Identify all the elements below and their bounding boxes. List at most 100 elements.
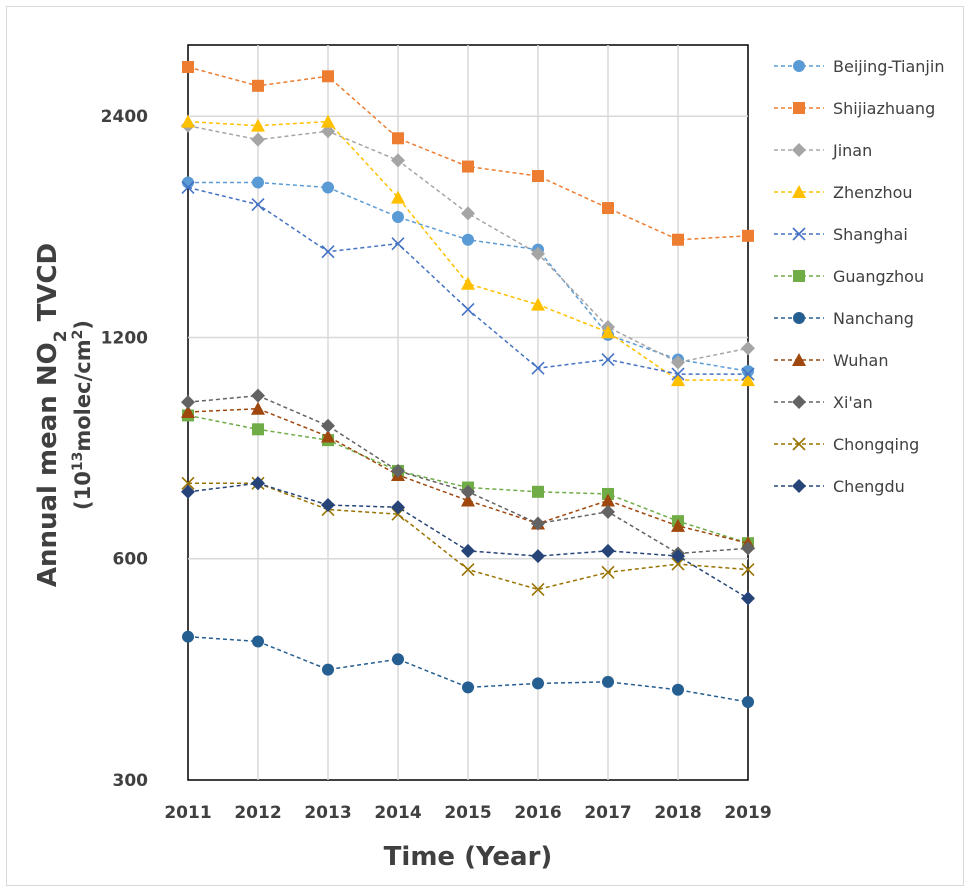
data-point-jinan-2019	[741, 341, 755, 356]
data-point-chengdu-2011	[181, 484, 195, 499]
legend-item-xi-an: Xi'an	[774, 393, 873, 412]
data-point-xi-an-2012	[251, 388, 265, 403]
data-point-zhenzhou-2014	[391, 190, 405, 204]
data-point-shanghai-2016-stroke-b	[531, 361, 545, 375]
data-point-chongqing-2019-stroke-b	[741, 562, 755, 577]
data-point-shanghai-2018	[671, 367, 685, 381]
legend-item-nanchang: Nanchang	[774, 309, 914, 328]
legend-item-shanghai: Shanghai	[774, 225, 908, 244]
legend-item-shijiazhuang: Shijiazhuang	[774, 99, 935, 118]
data-point-chengdu-2015	[461, 543, 475, 558]
data-point-jinan-2012	[251, 132, 265, 147]
data-point-xi-an-2013	[321, 418, 335, 433]
chart-frame	[6, 6, 964, 886]
data-point-shijiazhuang-2019	[742, 229, 754, 242]
data-point-wuhan-2012	[251, 401, 265, 415]
legend-marker-shijiazhuang	[793, 102, 805, 114]
series-zhenzhou	[181, 114, 755, 387]
data-point-chengdu-2019	[741, 591, 755, 606]
data-point-shanghai-2012-stroke-b	[251, 197, 265, 212]
data-point-nanchang-2016	[532, 677, 544, 690]
legend-marker-wuhan	[792, 353, 806, 366]
data-point-nanchang-2012	[252, 635, 264, 648]
data-point-chongqing-2011	[181, 476, 195, 490]
data-point-zhenzhou-2018	[671, 373, 685, 387]
x-tick-label-2012: 2012	[234, 803, 281, 823]
x-axis-ticks: 2011 2012 2013 2014 2015 2016 2017 2018 2019	[164, 803, 771, 823]
data-point-xi-an-2011	[181, 395, 195, 410]
legend-label-zhenzhou: Zhenzhou	[833, 183, 913, 202]
data-point-chongqing-2017	[601, 565, 615, 579]
series-layer	[181, 61, 755, 709]
legend-label-xi-an: Xi'an	[833, 393, 873, 412]
series-line-nanchang	[187, 635, 749, 703]
legend-marker-nanchang	[793, 312, 805, 324]
data-point-xi-an-2019	[741, 541, 755, 556]
data-point-nanchang-2017	[602, 675, 614, 688]
x-tick-label-2013: 2013	[304, 803, 351, 823]
data-point-nanchang-2011	[182, 630, 194, 643]
series-nanchang	[182, 630, 754, 709]
legend-label-wuhan: Wuhan	[833, 351, 888, 370]
data-point-nanchang-2018	[672, 683, 684, 696]
legend-item-zhenzhou: Zhenzhou	[774, 183, 913, 202]
x-tick-label-2017: 2017	[584, 803, 631, 823]
data-point-chengdu-2013	[321, 498, 335, 513]
series-chengdu	[181, 476, 755, 606]
legend-marker-chengdu	[792, 479, 806, 493]
legend-item-chongqing: Chongqing	[774, 435, 919, 454]
data-point-chongqing-2019	[741, 562, 755, 577]
data-point-chengdu-2018	[671, 549, 685, 564]
data-point-nanchang-2014	[392, 653, 404, 666]
data-point-chongqing-2016	[531, 582, 545, 596]
data-point-shanghai-2015-stroke-b	[461, 302, 475, 317]
legend-marker-guangzhou	[793, 270, 805, 282]
legend-marker-shanghai	[792, 227, 806, 241]
y-tick-label-2400: 2400	[101, 107, 148, 127]
data-point-beijing-tianjin-2013	[322, 181, 334, 194]
data-point-jinan-2015	[461, 206, 475, 221]
data-point-chengdu-2017	[601, 543, 615, 558]
y-tick-label-600: 600	[113, 550, 149, 570]
data-point-chongqing-2015-stroke-b	[461, 562, 475, 577]
data-point-beijing-tianjin-2012	[252, 176, 264, 189]
x-tick-label-2016: 2016	[514, 803, 561, 823]
series-line-zhenzhou	[187, 120, 748, 381]
data-point-zhenzhou-2016	[531, 297, 545, 311]
legend-label-chongqing: Chongqing	[833, 435, 919, 454]
data-point-chongqing-2011-stroke-b	[181, 476, 195, 490]
data-point-shanghai-2019-stroke-b	[741, 367, 755, 381]
data-point-wuhan-2011	[181, 405, 195, 419]
data-point-shijiazhuang-2012	[252, 79, 264, 92]
legend-item-jinan: Jinan	[774, 141, 872, 160]
data-point-zhenzhou-2011	[181, 114, 195, 128]
data-point-shijiazhuang-2013	[322, 70, 334, 83]
x-tick-label-2011: 2011	[164, 803, 211, 823]
data-point-shanghai-2011-stroke-b	[181, 180, 195, 195]
data-point-chongqing-2018-stroke-b	[671, 557, 685, 571]
series-xi-an	[181, 388, 755, 561]
data-point-chengdu-2016	[531, 549, 545, 564]
data-point-wuhan-2015	[461, 493, 475, 507]
legend-marker-chongqing	[792, 437, 806, 451]
legend-label-shijiazhuang: Shijiazhuang	[833, 99, 935, 118]
data-point-xi-an-2016	[531, 516, 545, 531]
data-point-zhenzhou-2017	[601, 325, 615, 339]
data-point-shanghai-2012	[251, 197, 265, 212]
data-point-jinan-2013	[321, 124, 335, 139]
legend-marker-shanghai-stroke-b	[792, 227, 806, 241]
y-axis-subtitle: (1013molec/cm2)	[70, 320, 95, 510]
legend-item-guangzhou: Guangzhou	[774, 267, 924, 286]
x-tick-label-2015: 2015	[444, 803, 491, 823]
data-point-chongqing-2017-stroke-b	[601, 565, 615, 579]
data-point-shanghai-2014-stroke-b	[391, 237, 405, 251]
y-axis-title: Annual mean NO2 TVCD	[33, 243, 71, 587]
svg-text:Annual mean NO2 TVCD: Annual mean NO2 TVCD	[33, 243, 71, 587]
x-tick-label-2014: 2014	[374, 803, 421, 823]
data-point-beijing-tianjin-2015	[462, 233, 474, 246]
data-point-chongqing-2018	[671, 557, 685, 571]
svg-text:(1013molec/cm2): (1013molec/cm2)	[70, 320, 95, 510]
data-point-beijing-tianjin-2014	[392, 211, 404, 224]
data-point-nanchang-2015	[462, 681, 474, 694]
